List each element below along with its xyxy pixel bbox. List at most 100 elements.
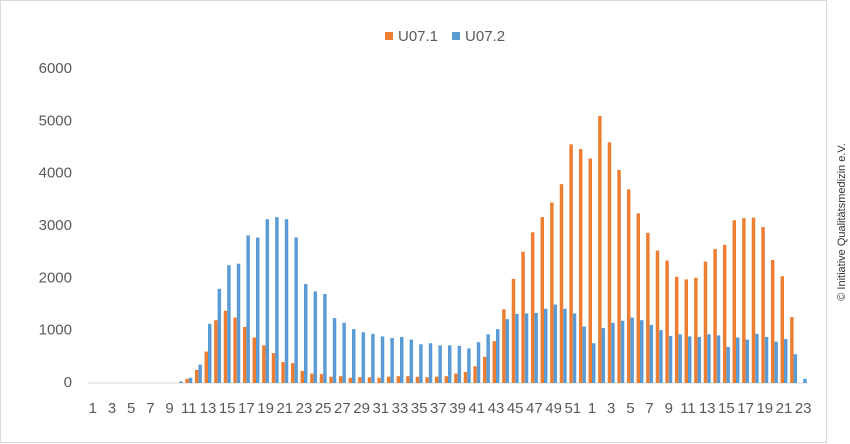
bar bbox=[198, 364, 202, 383]
x-tick-label: 13 bbox=[699, 400, 716, 417]
bar bbox=[620, 320, 625, 383]
bar bbox=[457, 345, 462, 383]
bar bbox=[284, 219, 289, 383]
bar bbox=[713, 249, 717, 383]
bar bbox=[755, 333, 759, 383]
bar bbox=[233, 317, 237, 383]
bar bbox=[396, 376, 400, 383]
bar bbox=[665, 260, 669, 383]
x-tick-label: 37 bbox=[430, 400, 447, 417]
bar bbox=[406, 376, 410, 383]
bar bbox=[371, 333, 375, 383]
x-tick-label: 1 bbox=[588, 400, 596, 417]
bar bbox=[208, 323, 212, 383]
bar bbox=[310, 373, 314, 383]
legend-label: U07.1 bbox=[398, 28, 438, 45]
bar bbox=[793, 354, 798, 383]
bar bbox=[572, 313, 577, 383]
bar bbox=[496, 329, 500, 383]
bar bbox=[707, 334, 711, 383]
x-tick-label: 35 bbox=[411, 400, 428, 417]
bar bbox=[409, 339, 414, 383]
bar bbox=[780, 276, 784, 383]
bar bbox=[188, 377, 193, 383]
bar bbox=[716, 335, 721, 383]
bar bbox=[659, 330, 663, 383]
bar bbox=[256, 237, 260, 383]
x-tick-label: 1 bbox=[89, 400, 97, 417]
bar bbox=[674, 276, 679, 383]
bar bbox=[544, 308, 548, 383]
x-tick-label: 17 bbox=[737, 400, 754, 417]
bar bbox=[688, 336, 692, 383]
bar bbox=[348, 377, 352, 383]
legend-swatch bbox=[385, 32, 393, 40]
bar bbox=[736, 337, 740, 383]
x-tick-label: 15 bbox=[718, 400, 735, 417]
bar bbox=[332, 318, 337, 383]
y-tick-label: 5000 bbox=[39, 112, 72, 129]
bar bbox=[684, 279, 688, 383]
bar bbox=[534, 312, 538, 383]
bar bbox=[361, 332, 366, 383]
bar bbox=[678, 334, 682, 383]
bar bbox=[467, 348, 471, 383]
bar bbox=[770, 260, 775, 383]
bar bbox=[611, 322, 615, 383]
bar bbox=[640, 320, 644, 383]
bar bbox=[486, 334, 490, 383]
bar bbox=[617, 170, 621, 383]
x-tick-label: 19 bbox=[756, 400, 773, 417]
bar bbox=[655, 250, 660, 383]
y-tick-label: 3000 bbox=[39, 217, 72, 234]
x-tick-label: 27 bbox=[334, 400, 351, 417]
x-tick-label: 21 bbox=[776, 400, 793, 417]
x-tick-label: 45 bbox=[507, 400, 524, 417]
x-tick-label: 7 bbox=[645, 400, 653, 417]
x-tick-label: 47 bbox=[526, 400, 543, 417]
copyright: © Initiative Qualitätsmedizin e.V. bbox=[836, 143, 848, 301]
bar bbox=[319, 374, 324, 383]
bar bbox=[227, 265, 231, 383]
bar bbox=[223, 310, 228, 383]
bar bbox=[252, 337, 256, 383]
x-tick-label: 23 bbox=[795, 400, 812, 417]
x-tick-label: 19 bbox=[257, 400, 274, 417]
bar bbox=[553, 304, 558, 383]
x-tick-label: 43 bbox=[488, 400, 505, 417]
bar bbox=[668, 335, 673, 383]
bar bbox=[454, 373, 458, 383]
bar bbox=[204, 351, 208, 383]
bar bbox=[515, 313, 519, 383]
bar bbox=[697, 336, 702, 383]
bar bbox=[367, 377, 372, 383]
bar bbox=[646, 232, 650, 383]
bar bbox=[774, 341, 778, 383]
bar bbox=[732, 220, 736, 383]
bar bbox=[784, 339, 788, 383]
bar bbox=[540, 217, 544, 383]
bar bbox=[530, 232, 535, 383]
bar bbox=[246, 235, 250, 383]
bar bbox=[598, 116, 602, 383]
bar bbox=[338, 376, 343, 383]
bar bbox=[304, 284, 308, 383]
bar bbox=[425, 377, 429, 383]
bar bbox=[236, 263, 241, 383]
bar bbox=[751, 217, 756, 383]
bar bbox=[415, 376, 420, 383]
bar bbox=[194, 369, 199, 383]
x-tick-label: 51 bbox=[564, 400, 581, 417]
x-tick-label: 41 bbox=[468, 400, 485, 417]
x-tick-label: 33 bbox=[392, 400, 409, 417]
bar bbox=[592, 343, 596, 383]
x-tick-label: 17 bbox=[238, 400, 255, 417]
y-tick-label: 6000 bbox=[39, 60, 72, 77]
bar bbox=[482, 356, 487, 383]
bar bbox=[419, 344, 423, 383]
bar bbox=[502, 309, 506, 383]
x-tick-label: 3 bbox=[607, 400, 615, 417]
bar bbox=[742, 218, 746, 383]
bar bbox=[390, 337, 394, 383]
bar bbox=[578, 149, 583, 383]
